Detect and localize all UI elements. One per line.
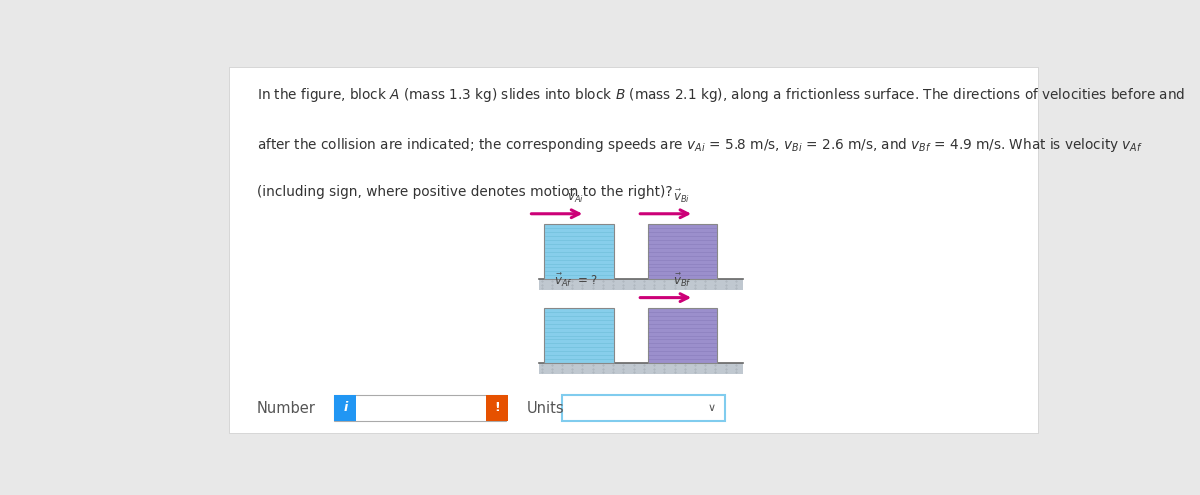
Text: $\vec{v}_{Bi}$: $\vec{v}_{Bi}$ — [673, 188, 690, 205]
Text: (including sign, where positive denotes motion to the right)?: (including sign, where positive denotes … — [257, 185, 672, 199]
Bar — [334, 395, 356, 421]
Bar — [545, 224, 614, 279]
Text: $\vec{v}_{Af}$  = ?: $\vec{v}_{Af}$ = ? — [553, 272, 598, 289]
Bar — [334, 395, 506, 421]
Text: Number: Number — [257, 400, 316, 416]
Bar — [539, 363, 743, 374]
Bar — [486, 395, 508, 421]
Text: In the figure, block $A$ (mass 1.3 kg) slides into block $B$ (mass 2.1 kg), alon: In the figure, block $A$ (mass 1.3 kg) s… — [257, 86, 1186, 104]
Text: !: ! — [494, 401, 499, 414]
FancyBboxPatch shape — [229, 67, 1038, 433]
Text: i: i — [343, 401, 348, 414]
Bar — [648, 224, 718, 279]
Bar — [545, 308, 614, 363]
Text: ∨: ∨ — [707, 403, 715, 413]
Text: $\vec{v}_{Ai}$: $\vec{v}_{Ai}$ — [568, 188, 584, 205]
Text: $\vec{v}_{Bf}$: $\vec{v}_{Bf}$ — [673, 272, 691, 289]
Bar — [539, 279, 743, 290]
Bar — [562, 395, 725, 421]
Text: Units: Units — [527, 400, 564, 416]
Text: after the collision are indicated; the corresponding speeds are $v_{Ai}$ = 5.8 m: after the collision are indicated; the c… — [257, 136, 1144, 153]
Bar — [648, 308, 718, 363]
